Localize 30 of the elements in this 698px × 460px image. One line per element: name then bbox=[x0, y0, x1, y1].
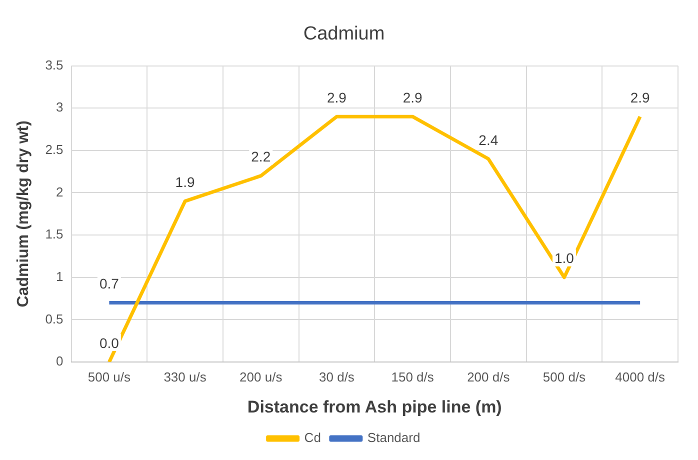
data-label: 2.9 bbox=[402, 89, 422, 106]
x-tick-label: 4000 d/s bbox=[615, 369, 666, 384]
x-tick-label: 500 u/s bbox=[88, 369, 132, 384]
data-label: 2.9 bbox=[326, 89, 347, 106]
x-tick-label: 150 d/s bbox=[391, 369, 434, 384]
data-label: 2.4 bbox=[478, 132, 498, 148]
data-label: 1.9 bbox=[175, 174, 195, 190]
y-tick-label: 1 bbox=[56, 268, 64, 284]
y-tick-label: 0.5 bbox=[45, 311, 64, 326]
y-tick-label: 3 bbox=[56, 100, 64, 115]
y-tick-label: 2 bbox=[56, 184, 64, 200]
data-label: 0.0 bbox=[99, 334, 120, 351]
y-tick-label: 0 bbox=[56, 354, 64, 369]
data-label: 2.9 bbox=[630, 89, 650, 106]
legend-label: Cd bbox=[304, 430, 321, 446]
legend-label: Standard bbox=[367, 430, 420, 446]
x-tick-label: 330 u/s bbox=[164, 369, 207, 384]
data-label: 1.0 bbox=[554, 250, 574, 266]
x-tick-label: 200 d/s bbox=[467, 369, 510, 384]
x-tick-label: 200 u/s bbox=[240, 369, 283, 384]
x-axis-title: Distance from Ash pipe line (m) bbox=[247, 397, 502, 416]
x-tick-label: 30 d/s bbox=[319, 369, 355, 384]
y-tick-label: 1.5 bbox=[45, 226, 64, 242]
y-tick-label: 3.5 bbox=[45, 57, 64, 72]
data-label: 2.2 bbox=[251, 148, 271, 165]
y-tick-label: 2.5 bbox=[45, 142, 64, 158]
chart-title: Cadmium bbox=[303, 24, 385, 45]
y-axis-title: Cadmium (mg/kg dry wt) bbox=[15, 120, 32, 308]
data-label: 0.7 bbox=[99, 276, 120, 292]
x-tick-label: 500 d/s bbox=[542, 369, 586, 384]
